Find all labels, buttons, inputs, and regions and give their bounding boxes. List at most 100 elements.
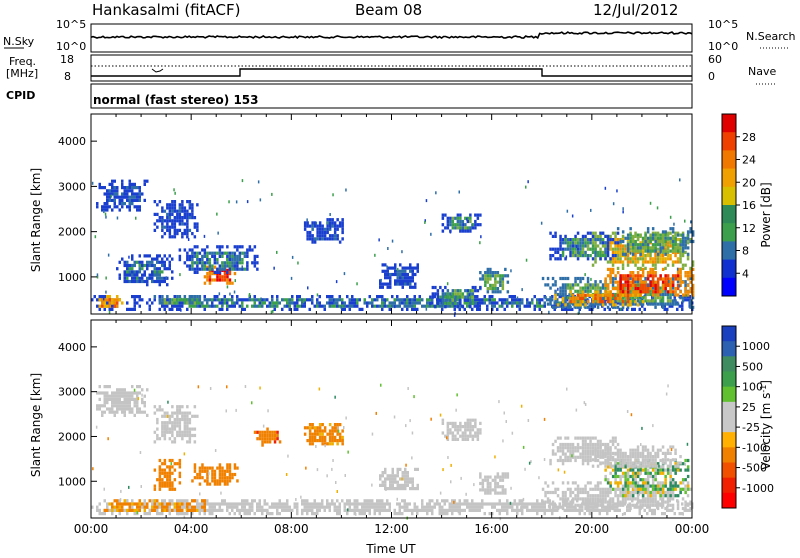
power-cell [131,199,134,202]
power-cell [326,301,329,304]
power-cell [592,287,595,290]
power-cell [406,305,409,308]
velocity-cell [119,407,122,410]
velocity-cell [479,506,482,509]
velocity-cell [226,467,229,470]
velocity-cell [416,509,419,512]
power-cell [634,277,637,280]
power-cell [607,244,610,247]
power-cell [592,248,595,251]
power-cell [271,193,273,196]
power-cell [612,257,615,260]
freq-tick-bottom: 8 [64,70,71,83]
freq-tick-top: 18 [60,53,74,66]
velocity-cell [171,440,174,443]
velocity-cell [632,478,635,481]
velocity-cell [276,509,279,512]
velocity-cell [154,469,157,472]
velocity-cell [471,509,474,512]
power-cell [659,290,662,293]
power-cell [549,287,552,290]
velocity-cell [209,506,212,509]
power-cell [184,222,187,225]
velocity-cell [507,472,510,475]
velocity-cell [689,507,692,510]
power-cell [672,230,675,233]
power-cell [139,199,142,202]
power-cell [477,217,480,220]
power-cell [527,180,529,183]
power-cell [642,290,645,293]
velocity-cell [392,481,395,484]
velocity-cell [221,499,224,502]
velocity-cell [392,474,395,477]
velocity-cell [284,502,287,505]
power-cell [129,205,132,208]
power-cell [642,257,645,260]
noise-right-tick-bottom: 10^0 [708,40,738,53]
velocity-cell [364,502,367,505]
power-cell [536,301,539,304]
power-cell [634,293,637,296]
power-cell [331,237,334,240]
power-cell [624,293,627,296]
power-cell [492,271,495,274]
power-cell [614,274,617,277]
velocity-cell [359,512,362,515]
power-cell [164,232,167,235]
power-cell [627,281,630,284]
power-cell [166,301,169,304]
cpid-text: normal (fast stereo) 153 [93,93,259,107]
velocity-cell [447,428,450,431]
power-cell [391,305,394,308]
velocity-cell [451,506,454,509]
velocity-cell [374,512,377,515]
velocity-cell [392,477,395,480]
velocity-cell [554,488,557,491]
power-cell [189,255,192,258]
power-cell [141,280,144,283]
velocity-cell [371,499,374,502]
power-cell [647,283,650,286]
power-cell [617,227,620,230]
power-cell [314,305,317,308]
power-cell [664,230,667,233]
velocity-cell [216,509,219,512]
velocity-cell [496,509,499,512]
power-cell [652,303,655,306]
velocity-cell [189,418,192,421]
power-cell [126,186,129,189]
velocity-cell [504,506,507,509]
velocity-cell [214,476,217,479]
velocity-cell [179,421,182,424]
velocity-cell [321,442,324,445]
velocity-cell [269,440,272,443]
velocity-cell [554,491,557,494]
power-cell [632,243,635,246]
power-cell [386,298,389,301]
velocity-cell [477,438,480,441]
power-cell [647,243,650,246]
power-cell [469,226,472,229]
velocity-cell [159,437,162,440]
power-cell [459,220,462,223]
velocity-cell [131,499,134,502]
power-cell [644,260,647,263]
power-cell [106,199,109,202]
velocity-cell [339,439,342,442]
station-title: Hankasalmi (fitACF) [92,1,240,19]
velocity-cell [629,475,632,478]
power-cell [269,305,272,308]
power-cell [194,298,197,301]
power-cell [647,287,650,290]
power-cell [612,287,615,290]
power-cell [584,283,587,286]
power-cell [236,268,239,271]
velocity-cell [399,509,402,512]
power-cell [511,305,514,308]
velocity-cell [479,472,482,475]
velocity-cell [634,478,637,481]
power-cell [627,246,630,249]
power-cell [644,287,647,290]
velocity-cell [579,504,582,507]
